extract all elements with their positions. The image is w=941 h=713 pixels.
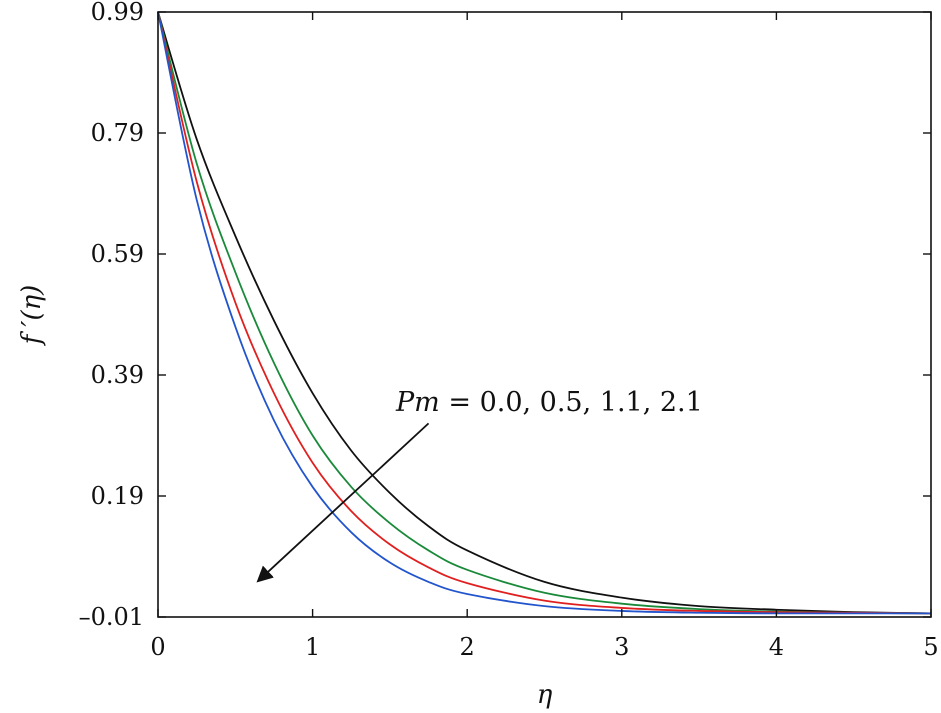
annotation-values: = 0.0, 0.5, 1.1, 2.1	[440, 387, 703, 418]
series-layer	[157, 11, 932, 615]
series-line-1	[157, 11, 932, 615]
y-tick-label: 0.59	[91, 240, 144, 268]
series-line-2	[157, 11, 932, 615]
series-line-3	[157, 11, 932, 615]
y-tick-label: 0.79	[91, 119, 144, 147]
x-tick-label: 4	[769, 633, 784, 661]
y-axis-label: f ′(η)	[17, 285, 47, 347]
annotation-arrow	[256, 422, 430, 583]
y-tick-label: 0.99	[91, 0, 144, 26]
x-axis-ticks: 0 1 2 3 4 5	[150, 12, 939, 661]
y-tick-label: 0.39	[91, 361, 144, 389]
x-tick-label: 5	[923, 633, 938, 661]
x-axis-label: η	[537, 680, 553, 710]
y-axis-ticks: –0.01 0.19 0.39 0.59 0.79 0.99	[79, 0, 931, 631]
x-tick-label: 3	[614, 633, 629, 661]
x-tick-label: 0	[150, 633, 165, 661]
annotation-label: Pm = 0.0, 0.5, 1.1, 2.1	[395, 387, 703, 418]
series-line-4	[157, 11, 931, 615]
x-tick-label: 2	[460, 633, 475, 661]
y-tick-label: –0.01	[79, 603, 144, 631]
plot-frame	[157, 11, 932, 618]
y-tick-label: 0.19	[91, 482, 144, 510]
x-tick-label: 1	[305, 633, 320, 661]
annotation-param: Pm	[395, 387, 440, 418]
